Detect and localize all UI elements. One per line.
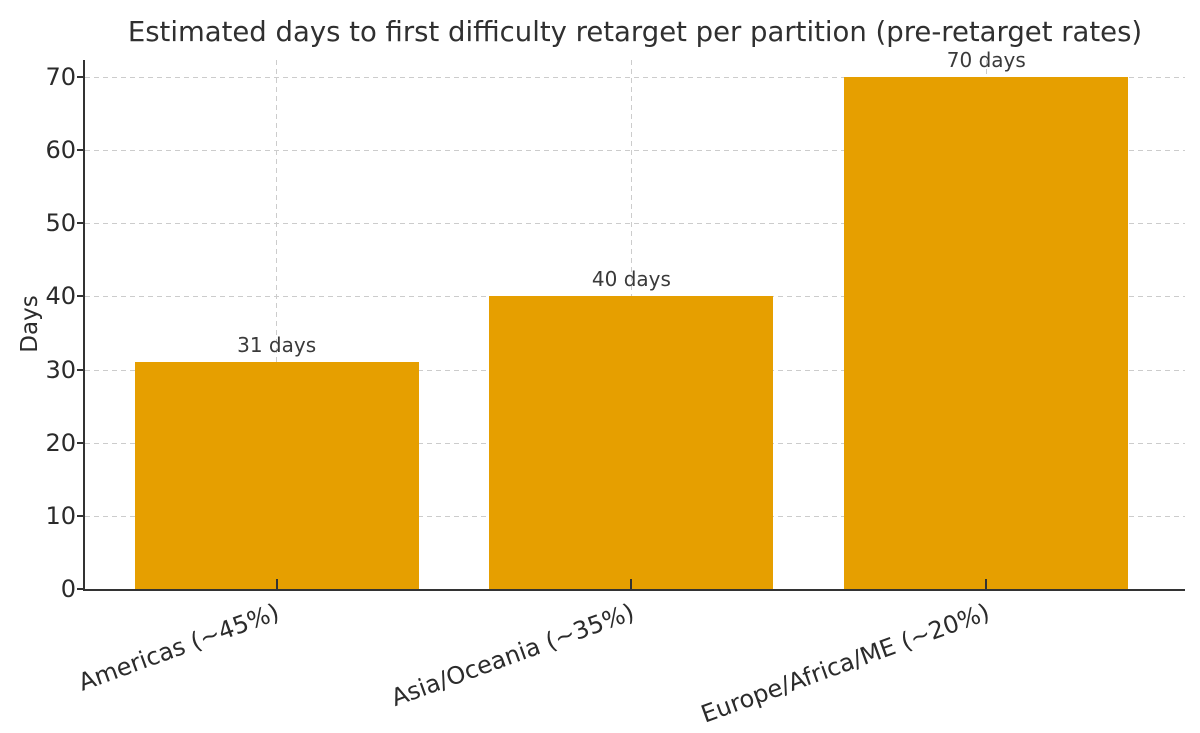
- x-tick-mark: [275, 579, 278, 589]
- y-tick-label: 10: [45, 501, 76, 530]
- gridline-h: [85, 223, 1185, 225]
- y-tick-mark: [77, 76, 84, 78]
- y-tick-mark: [77, 441, 84, 444]
- y-tick-mark: [77, 295, 84, 298]
- y-tick-mark: [77, 222, 84, 225]
- y-tick-label: 70: [45, 63, 76, 91]
- y-tick-label: 60: [45, 136, 76, 165]
- y-tick-mark: [77, 149, 84, 152]
- chart-title: Estimated days to first difficulty retar…: [127, 16, 1143, 48]
- x-tick-mark: [630, 579, 633, 589]
- y-tick-mark: [77, 514, 84, 517]
- bar: [134, 362, 419, 589]
- y-tick-label: 30: [45, 355, 76, 384]
- plot-area: 31 days 40 days 70 days: [77, 48, 1185, 591]
- x-tick-mark: [985, 579, 988, 589]
- x-tick-label: Europe/Africa/ME (~20%): [696, 598, 993, 729]
- bar: [844, 77, 1129, 589]
- x-tick-label: Americas (~45%): [75, 598, 284, 697]
- gridline-h: [85, 150, 1185, 152]
- y-tick-label: 40: [45, 282, 76, 311]
- bottom-spine: [83, 589, 1185, 591]
- bar-value-label: 70 days: [946, 48, 1026, 72]
- y-tick-label: 0: [60, 575, 76, 603]
- gridline-v: [276, 60, 278, 589]
- bar-value-label: 31 days: [237, 333, 317, 358]
- y-tick-mark: [77, 368, 84, 371]
- y-tick-label: 50: [45, 209, 76, 238]
- y-tick-label: 20: [45, 428, 76, 457]
- bar: [489, 296, 774, 589]
- x-tick-label: Asia/Oceania (~35%): [387, 598, 639, 712]
- bar-value-label: 40 days: [591, 267, 671, 292]
- gridline-h: [85, 77, 1185, 78]
- left-spine: [83, 60, 85, 591]
- y-tick-mark: [77, 588, 84, 590]
